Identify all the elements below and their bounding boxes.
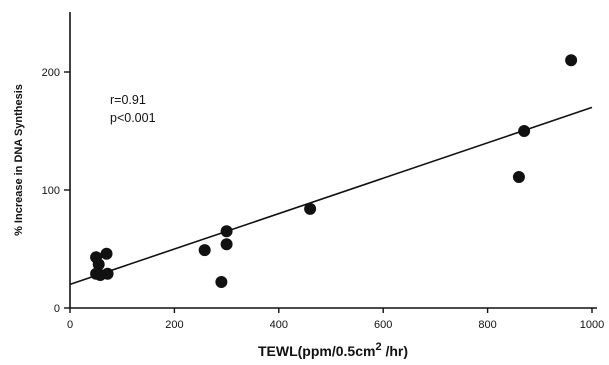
x-axis: 0 200 400 600 800 1000 <box>67 307 604 331</box>
data-point-7 <box>215 276 228 289</box>
data-point-10 <box>304 202 317 215</box>
data-point-11 <box>512 171 525 184</box>
x-tick-label-3: 600 <box>374 319 392 331</box>
x-axis-title-main: TEWL(ppm/0.5cm <box>258 343 375 359</box>
data-point-4 <box>100 247 113 260</box>
y-axis: 0 100 200 <box>42 12 71 315</box>
data-points <box>90 54 578 289</box>
annotation-p: p<0.001 <box>110 111 156 125</box>
annotation-r: r=0.91 <box>110 93 146 107</box>
x-axis-title-tail: /hr) <box>382 343 408 359</box>
data-point-6 <box>198 244 211 257</box>
x-axis-title: TEWL(ppm/0.5cm2 /hr) <box>258 341 408 359</box>
data-point-13 <box>565 54 578 67</box>
y-axis-title: % Increase in DNA Synthesis <box>13 84 25 236</box>
x-tick-label-4: 800 <box>478 319 496 331</box>
data-point-12 <box>518 125 531 137</box>
data-point-1 <box>92 258 105 271</box>
regression-line <box>69 106 593 286</box>
data-point-5 <box>101 267 114 280</box>
x-tick-label-2: 400 <box>270 319 288 331</box>
data-point-8 <box>220 225 233 238</box>
x-axis-title-superscript: 2 <box>375 341 381 353</box>
x-tick-label-5: 1000 <box>580 319 604 331</box>
x-tick-label-1: 200 <box>165 319 183 331</box>
x-tick-label-0: 0 <box>67 319 73 331</box>
y-tick-label-0: 0 <box>54 303 60 315</box>
y-tick-label-2: 200 <box>42 67 60 79</box>
data-point-9 <box>220 238 233 251</box>
y-tick-label-1: 100 <box>42 185 60 197</box>
